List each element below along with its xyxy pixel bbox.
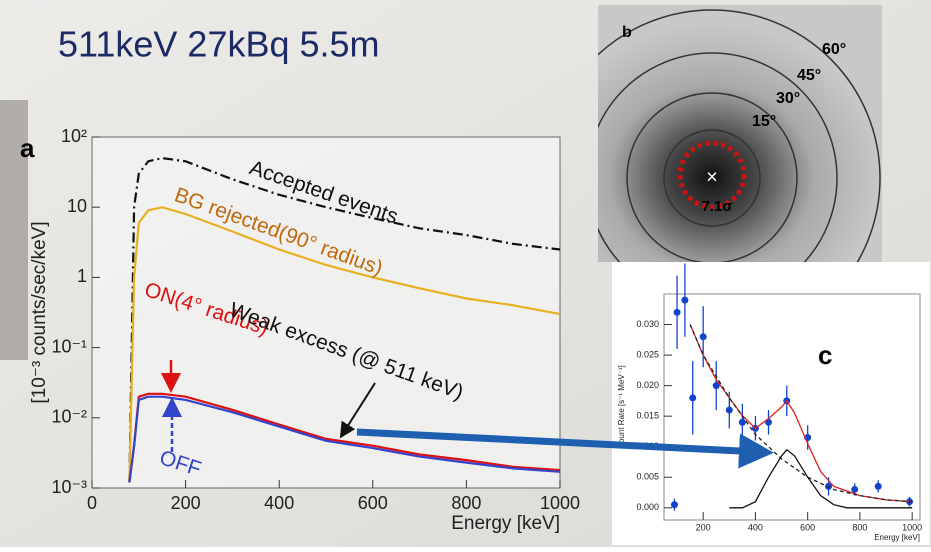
sky-image: [598, 5, 882, 262]
fit-line: [729, 448, 913, 509]
y-axis-label: [10⁻³ counts/sec/keV]: [29, 221, 50, 403]
data-point: [670, 501, 678, 509]
fit-line: [689, 324, 913, 503]
data-point: [699, 333, 707, 341]
x-tick-label: 600: [800, 522, 815, 532]
ring-label: 45°: [797, 67, 821, 84]
y-tick-label: 1: [77, 266, 87, 286]
data-point: [851, 485, 859, 493]
panel-label: c: [818, 340, 832, 370]
ring-label: 60°: [822, 41, 846, 58]
data-point: [712, 382, 720, 390]
source-marker: ×: [706, 166, 718, 188]
data-point: [725, 406, 733, 414]
y-tick-label: 10⁻²: [51, 407, 87, 427]
x-tick-label: 1000: [540, 493, 580, 513]
panel-c-bg: [612, 262, 930, 545]
fit-line: [689, 324, 913, 503]
x-tick-label: 0: [87, 493, 97, 513]
source-region: [677, 140, 747, 210]
y-tick-label: 10²: [61, 126, 87, 146]
series-line: [128, 206, 561, 483]
y-tick-label: 0.015: [636, 411, 659, 421]
x-tick-label: 1000: [902, 522, 922, 532]
sky-map: ×: [598, 5, 882, 262]
data-point: [689, 394, 697, 402]
panel-label: b: [622, 24, 632, 41]
series-line: [128, 392, 561, 483]
data-point: [681, 296, 689, 304]
y-tick-label: 0.000: [636, 502, 659, 512]
x-tick-label: 400: [748, 522, 763, 532]
photo-strip: [0, 100, 28, 360]
arrows: [161, 360, 774, 469]
x-axis-label: Energy [keV]: [451, 513, 560, 534]
panel-label: a: [20, 133, 35, 163]
x-tick-label: 400: [264, 493, 294, 513]
data-point: [874, 482, 882, 490]
y-tick-label: 10⁻¹: [51, 336, 87, 356]
series-line: [128, 156, 561, 483]
x-tick-label: 200: [696, 522, 711, 532]
y-tick-label: 0.020: [636, 380, 659, 390]
x-tick-label: 600: [358, 493, 388, 513]
ring-label: 30°: [776, 90, 800, 107]
series-line: [128, 395, 561, 483]
data-point: [673, 308, 681, 316]
y-tick-label: 10⁻³: [51, 477, 87, 497]
data-point: [738, 418, 746, 426]
y-tick-label: 10: [67, 196, 87, 216]
y-tick-label: 0.030: [636, 319, 659, 329]
y-tick-label: 0.005: [636, 472, 659, 482]
slide-title: 511keV 27kBq 5.5m: [58, 24, 380, 65]
x-axis-label: Energy [keV]: [874, 533, 920, 542]
x-tick-label: 800: [451, 493, 481, 513]
x-tick-label: 800: [852, 522, 867, 532]
ring-label: 15°: [752, 113, 776, 130]
y-axis-label: Count Rate [s⁻¹ MeV⁻¹]: [617, 365, 626, 449]
plot-area-a: [91, 136, 561, 489]
significance: 7.1σ: [701, 198, 732, 215]
y-tick-label: 0.025: [636, 349, 659, 359]
plot-frame: [663, 293, 921, 521]
x-tick-label: 200: [171, 493, 201, 513]
